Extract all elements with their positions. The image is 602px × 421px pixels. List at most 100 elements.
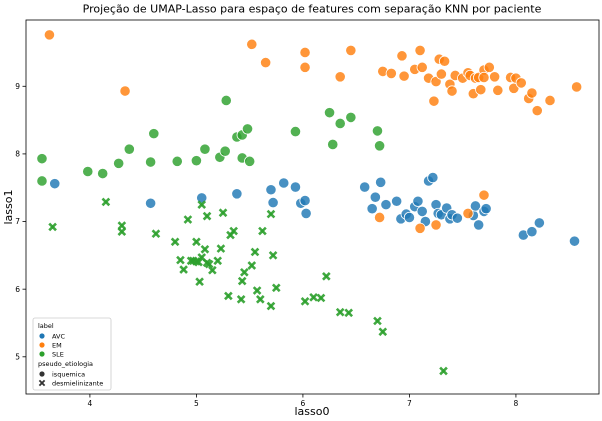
- point-sle-isquemica: [334, 117, 346, 130]
- point-avc-isquemica: [533, 217, 545, 229]
- point-avc-isquemica: [359, 181, 371, 193]
- point-sle-desmielinizante: [200, 244, 210, 254]
- point-sle-isquemica: [244, 155, 256, 167]
- point-avc-isquemica: [526, 226, 538, 238]
- point-sle-desmielinizante: [240, 267, 249, 277]
- point-sle-isquemica: [371, 125, 384, 137]
- x-axis-label: lasso0: [295, 405, 330, 418]
- point-sle-desmielinizante: [268, 251, 278, 260]
- point-em-isquemica: [398, 70, 410, 82]
- point-sle-desmielinizante: [322, 272, 331, 281]
- point-em-isquemica: [416, 61, 428, 73]
- point-avc-isquemica: [391, 195, 403, 207]
- legend-avc-label: AVC: [52, 332, 65, 340]
- point-sle-desmielinizante: [101, 197, 111, 207]
- point-avc-isquemica: [145, 197, 157, 209]
- legend-em-label: EM: [52, 341, 62, 349]
- x-tick-label: 5: [194, 399, 199, 408]
- point-sle-isquemica: [327, 138, 339, 151]
- point-sle-isquemica: [97, 167, 109, 180]
- point-sle-desmielinizante: [255, 294, 265, 304]
- point-em-isquemica: [373, 211, 386, 224]
- point-avc-isquemica: [289, 181, 302, 193]
- point-avc-isquemica: [366, 203, 378, 215]
- point-sle-desmielinizante: [170, 237, 180, 247]
- legend-em-marker: [39, 342, 45, 348]
- point-em-isquemica: [430, 219, 442, 231]
- point-em-isquemica: [299, 61, 311, 73]
- x-tick-label: 7: [407, 399, 412, 408]
- point-sle-desmielinizante: [344, 308, 354, 318]
- point-avc-isquemica: [451, 212, 463, 224]
- legend-sle-label: SLE: [52, 350, 64, 358]
- point-sle-desmielinizante: [216, 244, 226, 253]
- point-sle-isquemica: [219, 145, 231, 157]
- point-em-isquemica: [414, 44, 426, 57]
- point-em-isquemica: [571, 81, 583, 93]
- point-avc-isquemica: [380, 199, 392, 211]
- point-sle-isquemica: [323, 107, 336, 119]
- point-em-isquemica: [478, 71, 490, 84]
- point-avc-isquemica: [427, 171, 439, 184]
- point-sle-isquemica: [82, 165, 94, 178]
- point-avc-isquemica: [49, 178, 61, 190]
- point-em-isquemica: [478, 189, 490, 201]
- point-em-isquemica: [396, 50, 408, 62]
- y-tick-label: 9: [15, 82, 20, 91]
- y-tick-label: 8: [15, 150, 20, 159]
- point-sle-desmielinizante: [213, 256, 223, 266]
- point-em-isquemica: [492, 84, 504, 96]
- legend-isquemica-marker: [39, 371, 45, 377]
- y-axis-label: lasso1: [2, 190, 15, 225]
- point-sle-desmielinizante: [204, 259, 214, 269]
- legend-shape-title: pseudo_etiologia: [38, 360, 93, 368]
- point-sle-desmielinizante: [237, 276, 247, 286]
- point-avc-isquemica: [375, 176, 387, 188]
- y-tick-label: 5: [15, 352, 20, 361]
- x-axis-ticks: 4 5 6 7 8: [88, 394, 519, 408]
- point-avc-isquemica: [369, 191, 381, 203]
- point-em-isquemica: [260, 57, 272, 69]
- point-em-isquemica: [483, 61, 495, 73]
- plot-area: [25, 19, 600, 395]
- point-sle-isquemica: [241, 123, 254, 135]
- point-sle-desmielinizante: [202, 211, 212, 221]
- point-em-isquemica: [414, 222, 426, 234]
- point-sle-desmielinizante: [250, 247, 260, 257]
- point-sle-isquemica: [220, 94, 232, 107]
- point-sle-isquemica: [373, 140, 386, 152]
- point-sle-desmielinizante: [266, 209, 276, 219]
- point-sle-isquemica: [199, 143, 211, 155]
- y-tick-label: 6: [15, 285, 20, 294]
- point-avc-isquemica: [412, 195, 424, 207]
- point-sle-desmielinizante: [218, 208, 228, 218]
- point-avc-isquemica: [403, 211, 416, 224]
- legend-label-title: label: [38, 322, 54, 330]
- point-sle-desmielinizante: [252, 286, 262, 295]
- point-em-isquemica: [299, 46, 311, 59]
- point-sle-desmielinizante: [236, 294, 246, 304]
- chart-title: Projeção de UMAP-Lasso para espaço de fe…: [83, 3, 542, 16]
- point-sle-desmielinizante: [439, 366, 448, 376]
- legend-box: [32, 317, 112, 391]
- point-sle-desmielinizante: [316, 293, 326, 303]
- point-sle-desmielinizante: [247, 261, 257, 270]
- point-em-isquemica: [446, 85, 458, 97]
- point-sle-desmielinizante: [258, 226, 267, 236]
- point-sle-desmielinizante: [192, 237, 201, 247]
- point-sle-desmielinizante: [117, 227, 127, 237]
- point-sle-isquemica: [190, 155, 203, 167]
- point-sle-desmielinizante: [335, 307, 345, 317]
- point-sle-isquemica: [113, 157, 125, 169]
- point-em-isquemica: [345, 44, 357, 57]
- point-sle-desmielinizante: [378, 327, 388, 337]
- legend-isquemica-label: isquemica: [52, 370, 85, 378]
- point-sle-isquemica: [36, 153, 48, 165]
- point-avc-isquemica: [278, 177, 290, 189]
- data-points: [36, 29, 583, 376]
- point-avc-isquemica: [469, 200, 482, 212]
- point-sle-desmielinizante: [266, 301, 276, 311]
- point-em-isquemica: [438, 55, 451, 67]
- x-tick-label: 4: [88, 399, 93, 408]
